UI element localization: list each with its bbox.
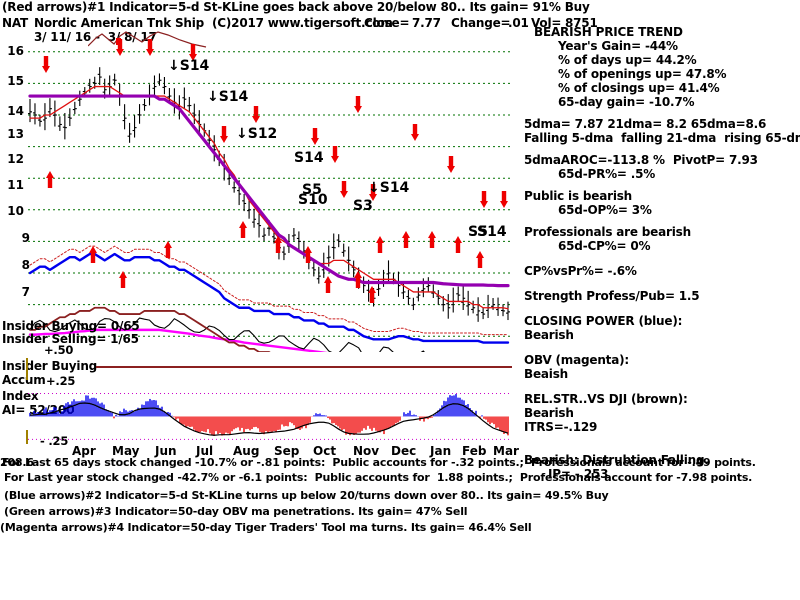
y-tick-11: 11 [7,178,24,192]
x-tick-oct: Oct [313,444,337,458]
insider-buying-rule [96,366,512,368]
price-chart-panel[interactable] [28,36,512,352]
insider-selling-count: Insider Selling= 1/65 [2,332,139,346]
vol-value: 8751 [565,16,598,30]
y-tick-7: 7 [21,285,30,299]
relstr-value: Bearish [524,406,574,420]
x-tick-nov: Nov [353,444,380,458]
accum-index-svg [28,393,512,440]
x-tick-may: May [112,444,140,458]
obv-value: Beaish [524,367,568,381]
close-label: Close= [364,16,410,30]
change-label: Change= [451,16,511,30]
y-tick-13: 13 [7,127,24,141]
price-chart-svg [28,39,512,352]
x-tick-apr: Apr [72,444,96,458]
y-tick-9: 9 [21,231,30,245]
change-value: .01 [508,16,529,30]
y-tick-12: 12 [7,152,24,166]
insider-buying-count: Insider Buying= 0/65 [2,319,140,333]
pr-line: 65d-PR%= .5% [558,167,656,181]
dma-line: 5dma= 7.87 21dma= 8.2 65dma=8.6 [524,117,767,131]
stat-years-gain: Year's Gain= -44% [558,39,678,53]
x-tick-feb: Feb [462,444,487,458]
footer-line-1: For Last 65 days stock changed -10.7% or… [2,456,756,469]
gold-tick-upper [26,358,28,380]
vol-label: Vol= [531,16,562,30]
chart-annotation-6: S3 [353,198,373,214]
closing-power-title: CLOSING POWER (blue): [524,314,683,328]
y-tick-15: 15 [7,74,24,88]
chart-annotation-5: S10 [298,192,328,208]
footer-line-3: (Blue arrows)#2 Indicator=5-d St-KLine t… [4,489,609,502]
chart-annotation-7: ↓S14 [368,180,410,196]
stat-openings-up: % of openings up= 47.8% [558,67,727,81]
dma-state-line: Falling 5-dma falling 21-dma rising 65-d… [524,131,800,145]
chart-annotation-3: S14 [294,150,324,166]
x-tick-dec: Dec [391,444,417,458]
minus25-label: - .25 [40,434,69,448]
accum-label: Accum [2,373,46,387]
cp-line: 65d-CP%= 0% [558,239,651,253]
relstr-title: REL.STR..VS DJI (brown): [524,392,688,406]
x-tick-jan: Jan [430,444,452,458]
index-label: Index [2,389,39,403]
chart-annotation-4: S5 [302,182,322,198]
trend-title: BEARISH PRICE TREND [534,25,683,39]
itrs-line: ITRS=-.129 [524,420,598,434]
cp-vs-pr-line: CP%vsPr%= -.6% [524,264,637,278]
right-info-panel: BEARISH PRICE TREND Year's Gain= -44% % … [524,26,800,481]
footer-line-4: (Green arrows)#3 Indicator=50-day OBV ma… [4,505,468,518]
plus50-label: +.50 [44,343,74,357]
stat-65day-gain: 65-day gain= -10.7% [558,95,695,109]
chart-annotation-1: ↓S14 [207,89,249,105]
y-tick-14: 14 [7,104,24,118]
y-tick-16: 16 [7,44,24,58]
header-line1: (Red arrows)#1 Indicator=5-d St-KLine go… [2,0,590,14]
op-line: 65d-OP%= 3% [558,203,652,217]
plus25-label: +.25 [46,374,76,388]
chart-annotation-8: S5 [468,224,488,240]
x-tick-mar: Mar [493,444,519,458]
distribution-line: Bearish: Distrubtion Falling. [524,453,709,467]
stat-closings-up: % of closings up= 41.4% [558,81,720,95]
stray-number: 208.6 [0,456,34,469]
y-tick-10: 10 [7,204,24,218]
x-tick-sep: Sep [274,444,300,458]
chart-annotation-0: ↓S14 [168,58,210,74]
close-value: 7.77 [412,16,441,30]
header-company: Nordic American Tnk Ship [34,16,205,30]
aroc-line: 5dmaAROC=-113.8 % PivotP= 7.93 [524,153,758,167]
stat-days-up: % of days up= 44.2% [558,53,697,67]
closing-power-value: Bearish [524,328,574,342]
ip-line: IP= -.253 [548,467,609,481]
obv-title: OBV (magenta): [524,353,630,367]
header-ticker: NAT [2,16,28,30]
x-tick-aug: Aug [233,444,260,458]
footer-line-5: (Magenta arrows)#4 Indicator=50-day Tige… [0,521,532,534]
professionals-line: Professionals are bearish [524,225,691,239]
y-tick-8: 8 [21,258,30,272]
gold-tick-lower [26,430,28,444]
x-tick-jul: Jul [196,444,214,458]
public-line: Public is bearish [524,189,633,203]
footer-line-2: For Last year stock changed -42.7% or -6… [4,471,753,484]
accum-index-panel[interactable] [28,366,512,444]
chart-annotation-9: S14 [477,224,507,240]
header-copyright: (C)2017 www.tigersoft.com [212,16,393,30]
strength-line: Strength Profess/Pub= 1.5 [524,289,700,303]
x-tick-jun: Jun [155,444,177,458]
chart-annotation-2: ↓S12 [236,126,278,142]
insider-buying-title: Insider Buying [2,359,98,373]
